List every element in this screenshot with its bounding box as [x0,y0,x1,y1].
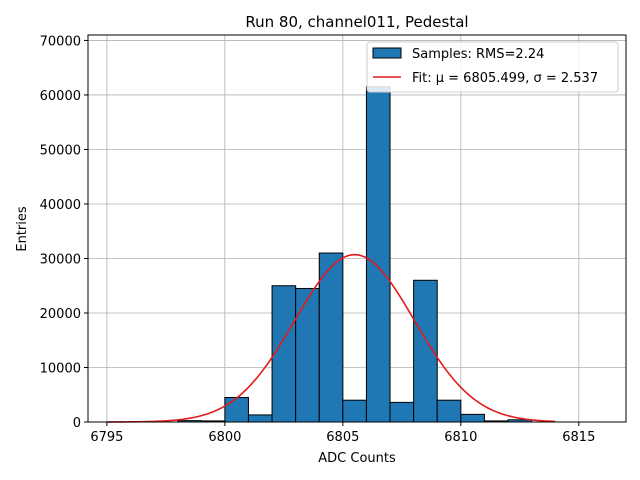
chart-title: Run 80, channel011, Pedestal [245,13,468,31]
y-tick-label: 70000 [40,34,81,49]
plot-frame [87,34,627,423]
histogram-bar [389,401,415,423]
y-tick-label: 20000 [40,307,81,322]
x-axis-ticks: 6795 6800 6805 6810 6815 [90,422,595,445]
y-axis-label: Entries [15,206,30,252]
y-tick-label: 60000 [40,89,81,104]
y-tick-label: 30000 [40,252,81,267]
histogram-bar [365,86,391,423]
histogram-bar [295,287,320,423]
y-tick-label: 50000 [40,143,81,158]
histogram-bar [436,399,462,423]
histogram-bar [224,396,249,423]
y-tick-label: 10000 [40,361,81,376]
x-tick-label: 6800 [208,430,241,445]
histogram-bars [177,86,533,423]
x-axis-label: ADC Counts [318,451,396,466]
legend-samples-swatch [372,47,402,59]
fit-curve [106,253,556,423]
y-tick-label: 0 [73,416,81,431]
histogram-bar [247,414,273,423]
grid [88,35,626,423]
y-tick-label: 40000 [40,198,81,213]
histogram-bar [342,399,367,423]
legend-fit-label: Fit: μ = 6805.499, σ = 2.537 [412,71,598,86]
legend-box [366,41,619,93]
x-tick-label: 6815 [562,430,595,445]
legend-samples-label: Samples: RMS=2.24 [412,47,544,62]
y-axis-ticks: 0 10000 20000 30000 40000 50000 60000 70000 [40,34,88,431]
histogram-bar [271,285,297,423]
histogram-bar [460,413,485,423]
x-tick-label: 6795 [90,430,123,445]
legend: Samples: RMS=2.24 Fit: μ = 6805.499, σ =… [366,41,619,93]
x-tick-label: 6805 [326,430,359,445]
histogram-bar [318,252,344,423]
x-tick-label: 6810 [444,430,477,445]
